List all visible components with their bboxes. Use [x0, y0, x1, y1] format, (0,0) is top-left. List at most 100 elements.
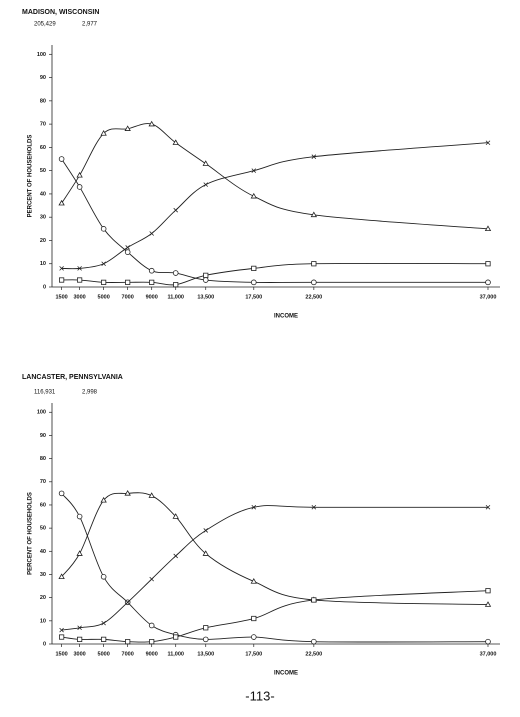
x-tick-label: 11,000 [167, 651, 184, 657]
x-tick-label: 7000 [122, 294, 134, 300]
marker-circle [311, 638, 317, 645]
marker-triangle [250, 192, 257, 199]
series-line [61, 158, 488, 283]
marker-x [311, 154, 317, 159]
marker-triangle [100, 496, 107, 503]
marker-circle [202, 277, 209, 283]
y-tick-label: 10 [40, 618, 46, 624]
marker-square [311, 597, 317, 603]
marker-square [125, 639, 131, 645]
y-tick-label: 30 [40, 215, 46, 221]
marker-square [203, 625, 209, 631]
marker-circle [172, 270, 179, 276]
y-tick-label: 70 [40, 479, 46, 485]
marker-square [251, 265, 257, 271]
x-tick-label: 13,500 [197, 294, 214, 300]
marker-square [149, 279, 155, 285]
y-tick-label: 50 [40, 168, 46, 174]
marker-x [485, 140, 491, 146]
x-tick-label: 3000 [73, 651, 85, 657]
marker-triangle [310, 211, 318, 218]
chart: LANCASTER, PENNSYLVANIA 116,931 2,998 0 10 20… [22, 374, 500, 677]
y-tick-label: 70 [40, 122, 46, 128]
marker-x [173, 207, 178, 213]
page-number: -113- [245, 688, 274, 703]
y-tick-label: 30 [40, 572, 46, 578]
marker-x [173, 553, 178, 559]
marker-x [77, 266, 82, 271]
marker-x [125, 600, 130, 605]
marker-circle [58, 156, 65, 162]
y-tick-label: 10 [40, 261, 46, 267]
y-tick-label: 20 [40, 238, 46, 244]
x-tick-label: 1500 [55, 651, 67, 657]
x-tick-label: 37,000 [480, 294, 497, 300]
y-tick-label: 90 [40, 433, 46, 439]
y-axis-title: PERCENT OF HOUSEHOLDS [28, 135, 34, 218]
marker-triangle [58, 573, 65, 579]
x-tick-label: 3000 [73, 294, 85, 300]
y-tick-label: 40 [40, 549, 46, 555]
marker-square [59, 634, 65, 640]
y-tick-label: 100 [37, 410, 46, 416]
marker-circle [100, 573, 107, 580]
series-line [61, 493, 488, 643]
marker-triangle [484, 601, 492, 607]
marker-triangle [148, 120, 155, 127]
marker-triangle [202, 160, 209, 166]
annotation: 205,429 [34, 22, 56, 28]
x-tick-label: 9000 [146, 294, 158, 300]
x-tick-label: 7000 [122, 651, 134, 657]
marker-triangle [76, 171, 83, 178]
annotation: 116,931 [34, 390, 56, 396]
x-tick-label: 37,000 [480, 651, 497, 657]
x-tick-label: 1500 [55, 294, 67, 300]
x-tick-label: 17,500 [245, 294, 262, 300]
x-axis-title: INCOME [274, 671, 298, 677]
marker-square [59, 277, 65, 283]
y-tick-label: 60 [40, 502, 46, 508]
chart-title: LANCASTER, PENNSYLVANIA [22, 374, 123, 381]
marker-triangle [250, 578, 257, 584]
marker-x [149, 231, 154, 236]
marker-square [203, 272, 209, 278]
y-tick-label: 90 [40, 75, 46, 81]
x-tick-label: 22,500 [305, 651, 322, 657]
marker-triangle [148, 492, 155, 498]
y-tick-label: 100 [37, 52, 46, 58]
y-tick-label: 80 [40, 98, 46, 104]
marker-circle [485, 279, 491, 286]
marker-x [59, 266, 64, 271]
marker-circle [250, 279, 257, 286]
marker-square [101, 279, 107, 285]
x-tick-label: 13,500 [197, 651, 214, 657]
x-tick-label: 17,500 [245, 651, 262, 657]
marker-x [77, 625, 82, 631]
marker-triangle [484, 225, 492, 232]
marker-x [59, 627, 64, 633]
y-tick-label: 40 [40, 191, 46, 197]
chart: MADISON, WISCONSIN 205,429 2,977 0 10 20 30 40 5… [22, 9, 500, 320]
marker-square [125, 279, 131, 285]
y-tick-label: 80 [40, 456, 46, 462]
marker-triangle [172, 513, 179, 519]
marker-circle [124, 249, 131, 255]
marker-x [125, 245, 130, 250]
marker-square [77, 277, 83, 283]
marker-x [251, 168, 257, 173]
marker-x [203, 182, 209, 187]
y-tick-label: 0 [43, 284, 46, 290]
marker-square [485, 261, 491, 267]
y-tick-label: 0 [43, 641, 46, 647]
marker-triangle [100, 130, 107, 136]
series-line [61, 505, 488, 631]
y-tick-label: 60 [40, 145, 46, 151]
marker-circle [311, 279, 317, 286]
marker-x [485, 504, 491, 510]
marker-triangle [124, 489, 131, 496]
marker-square [485, 588, 491, 594]
y-tick-label: 20 [40, 595, 46, 601]
x-tick-label: 5000 [98, 294, 110, 300]
marker-square [173, 634, 179, 640]
